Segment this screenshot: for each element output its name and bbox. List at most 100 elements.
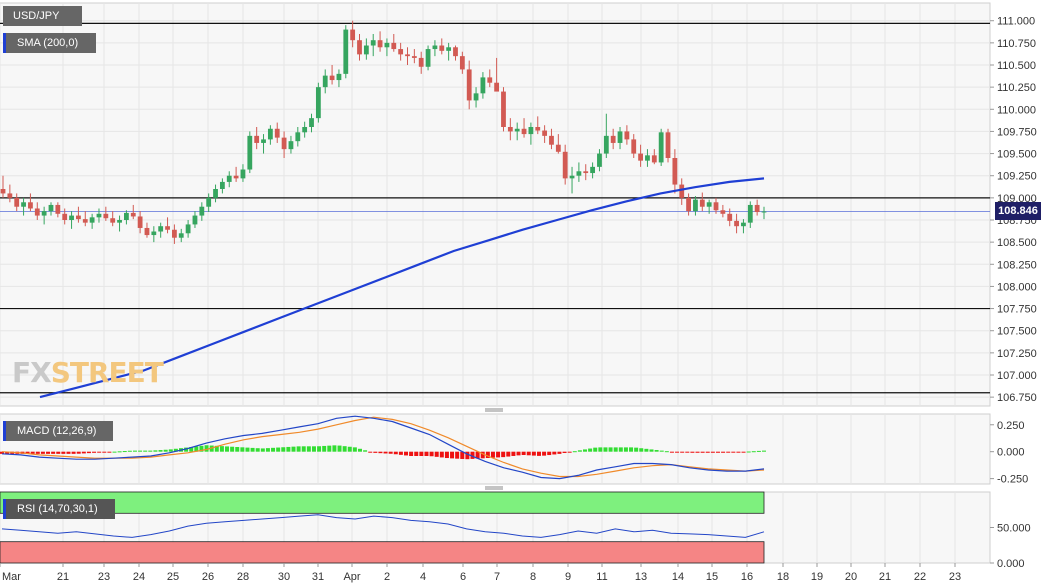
candle-body bbox=[315, 87, 321, 119]
candle-body bbox=[240, 169, 246, 179]
candle-body bbox=[672, 158, 678, 185]
price-axis-tick: 107.000 bbox=[997, 370, 1037, 382]
macd-histogram-bar bbox=[373, 451, 378, 453]
macd-histogram-bar bbox=[618, 447, 623, 452]
candle-body bbox=[14, 197, 20, 207]
macd-histogram-bar bbox=[756, 450, 761, 452]
macd-histogram-bar bbox=[219, 446, 224, 452]
macd-panel bbox=[0, 413, 991, 485]
candle-body bbox=[247, 135, 253, 170]
candle-body bbox=[151, 231, 157, 236]
candle-body bbox=[384, 42, 390, 48]
macd-histogram-bar bbox=[552, 451, 557, 455]
macd-histogram-bar bbox=[572, 451, 577, 453]
candle-body bbox=[363, 45, 369, 55]
date-axis-tick: 2 bbox=[384, 571, 390, 583]
candle-body bbox=[82, 219, 88, 223]
candle-body bbox=[432, 45, 438, 50]
last-price-badge: 108.846 bbox=[995, 202, 1041, 220]
macd-histogram-bar bbox=[470, 451, 475, 459]
macd-histogram-bar bbox=[726, 451, 731, 453]
candle-body bbox=[357, 40, 362, 55]
macd-axis-tick: 0.000 bbox=[997, 447, 1025, 459]
date-axis-tick: Apr bbox=[343, 571, 360, 583]
candle-body bbox=[219, 181, 225, 189]
macd-indicator-label[interactable]: MACD (12,26,9) bbox=[3, 421, 113, 441]
macd-histogram-bar bbox=[685, 451, 690, 453]
date-axis-tick: 8 bbox=[530, 571, 536, 583]
macd-histogram-bar bbox=[189, 446, 194, 452]
macd-histogram-bar bbox=[577, 450, 582, 452]
macd-histogram-bar bbox=[122, 451, 127, 453]
macd-histogram-bar bbox=[35, 451, 40, 454]
candle-body bbox=[178, 233, 184, 238]
macd-axis-tick: 0.250 bbox=[997, 420, 1025, 432]
macd-histogram-bar bbox=[634, 447, 639, 452]
macd-histogram-bar bbox=[593, 447, 598, 452]
date-axis-tick: 13 bbox=[635, 571, 647, 583]
candle-body bbox=[576, 171, 582, 176]
macd-histogram-bar bbox=[250, 447, 255, 452]
macd-histogram-bar bbox=[61, 451, 66, 454]
macd-histogram-bar bbox=[639, 448, 644, 452]
macd-histogram-bar bbox=[434, 451, 439, 457]
candle-body bbox=[124, 212, 129, 220]
candle-body bbox=[103, 213, 109, 219]
macd-histogram-bar bbox=[322, 445, 327, 452]
candle-body bbox=[638, 153, 643, 161]
price-axis-tick: 109.000 bbox=[997, 193, 1037, 205]
macd-histogram-bar bbox=[531, 451, 536, 456]
fxstreet-watermark: FXSTREET bbox=[12, 356, 164, 389]
price-axis-tick: 106.750 bbox=[997, 392, 1037, 404]
candle-body bbox=[747, 204, 753, 223]
date-axis-tick: 15 bbox=[706, 571, 718, 583]
rsi-indicator-label[interactable]: RSI (14,70,30,1) bbox=[3, 499, 115, 519]
macd-histogram-bar bbox=[680, 451, 685, 453]
macd-histogram-bar bbox=[168, 449, 173, 452]
macd-histogram-bar bbox=[383, 451, 388, 454]
candle-body bbox=[398, 49, 404, 55]
macd-histogram-bar bbox=[598, 447, 603, 452]
candle-body bbox=[254, 135, 260, 143]
macd-histogram-bar bbox=[511, 451, 516, 456]
candle-body bbox=[741, 222, 746, 227]
candle-body bbox=[631, 139, 637, 154]
date-axis-tick: 23 bbox=[98, 571, 110, 583]
macd-histogram-bar bbox=[659, 450, 664, 452]
macd-histogram-bar bbox=[86, 451, 91, 454]
candle-body bbox=[192, 215, 198, 225]
macd-histogram-bar bbox=[265, 448, 270, 452]
candle-body bbox=[754, 204, 760, 213]
candle-body bbox=[418, 57, 424, 67]
sma-indicator-label[interactable]: SMA (200,0) bbox=[3, 33, 96, 53]
macd-histogram-bar bbox=[588, 448, 593, 452]
macd-histogram-bar bbox=[127, 450, 132, 452]
macd-histogram-bar bbox=[5, 451, 10, 454]
price-axis-tick: 107.250 bbox=[997, 348, 1037, 360]
macd-axis-tick: -0.250 bbox=[997, 474, 1028, 486]
price-axis-tick: 110.500 bbox=[997, 60, 1036, 72]
macd-histogram-bar bbox=[230, 446, 235, 452]
macd-histogram-bar bbox=[444, 451, 449, 459]
candle-body bbox=[226, 175, 232, 182]
macd-histogram-bar bbox=[623, 447, 628, 452]
candle-body bbox=[501, 91, 506, 127]
price-axis-tick: 110.000 bbox=[997, 104, 1036, 116]
date-axis-tick: 31 bbox=[312, 571, 324, 583]
macd-histogram-bar bbox=[286, 446, 291, 452]
candle-body bbox=[0, 189, 6, 194]
price-axis-tick: 110.250 bbox=[997, 82, 1036, 94]
candle-body bbox=[528, 127, 534, 135]
rsi-line bbox=[1, 514, 765, 538]
macd-histogram-bar bbox=[690, 451, 695, 453]
candle-body bbox=[665, 132, 671, 158]
candle-body bbox=[562, 151, 568, 179]
macd-histogram-bar bbox=[649, 449, 654, 452]
candle-body bbox=[350, 29, 356, 41]
candle-body bbox=[89, 217, 95, 223]
candle-body bbox=[21, 202, 26, 207]
candle-body bbox=[624, 131, 630, 140]
candle-body bbox=[693, 199, 698, 212]
macd-histogram-bar bbox=[669, 451, 674, 453]
